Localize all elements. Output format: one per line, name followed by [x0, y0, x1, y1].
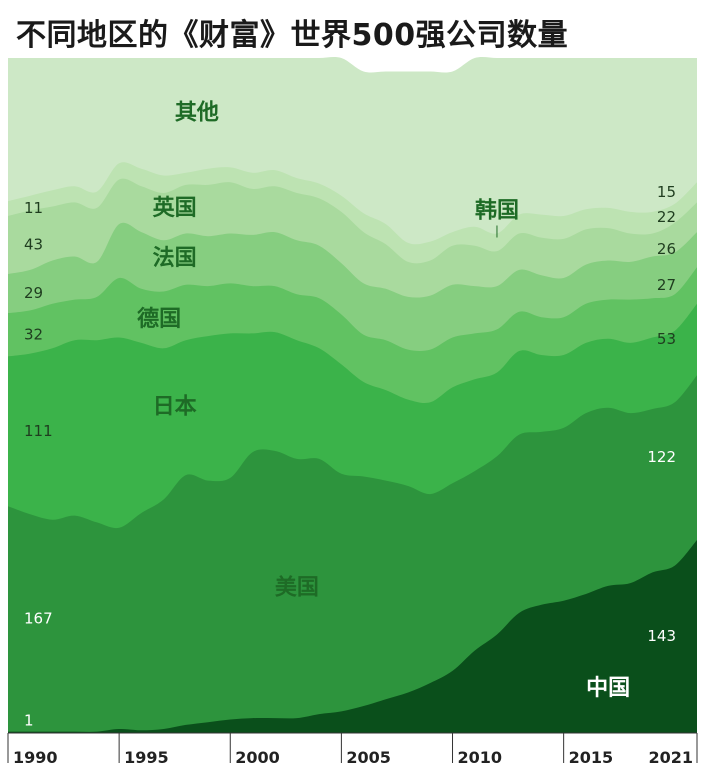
x-axis: 1990 1995 2000 2005 2010 2015 2021: [7, 732, 698, 767]
x-tick-label: 2010: [458, 748, 503, 767]
left-value-label: 111: [24, 422, 53, 440]
series-label: 韩国: [475, 198, 519, 224]
left-value-label: 167: [24, 609, 53, 627]
series-label: 德国: [137, 306, 181, 332]
area-layers: [8, 57, 697, 734]
right-value-label: 15: [657, 183, 676, 201]
series-label: 其他: [175, 100, 219, 125]
x-tick-label: 2015: [569, 748, 614, 767]
right-value-label: 143: [647, 627, 676, 645]
right-value-label: 22: [657, 208, 676, 226]
series-label: 英国: [153, 196, 197, 221]
right-value-label: 26: [657, 240, 676, 258]
chart-title: 不同地区的《财富》世界500强公司数量: [16, 18, 569, 53]
series-label: 美国: [275, 575, 319, 601]
x-tick-label: 1990: [13, 748, 58, 767]
series-label: 中国: [586, 676, 630, 701]
right-value-label: 27: [657, 276, 676, 294]
left-value-label: 11: [24, 199, 43, 217]
x-tick-label: 2005: [346, 748, 391, 767]
series-label: 法国: [153, 246, 197, 271]
x-tick-label: 1995: [124, 748, 169, 767]
left-value-label: 1: [24, 712, 34, 730]
area-0: [8, 540, 697, 733]
x-tick-label: 2000: [235, 748, 280, 767]
right-value-label: 122: [647, 448, 676, 466]
right-value-label: 53: [657, 330, 676, 348]
left-value-label: 29: [24, 284, 43, 302]
left-value-label: 32: [24, 325, 43, 343]
series-label: 日本: [153, 395, 197, 420]
x-tick-label: 2021: [648, 748, 693, 767]
left-value-label: 43: [24, 235, 43, 253]
